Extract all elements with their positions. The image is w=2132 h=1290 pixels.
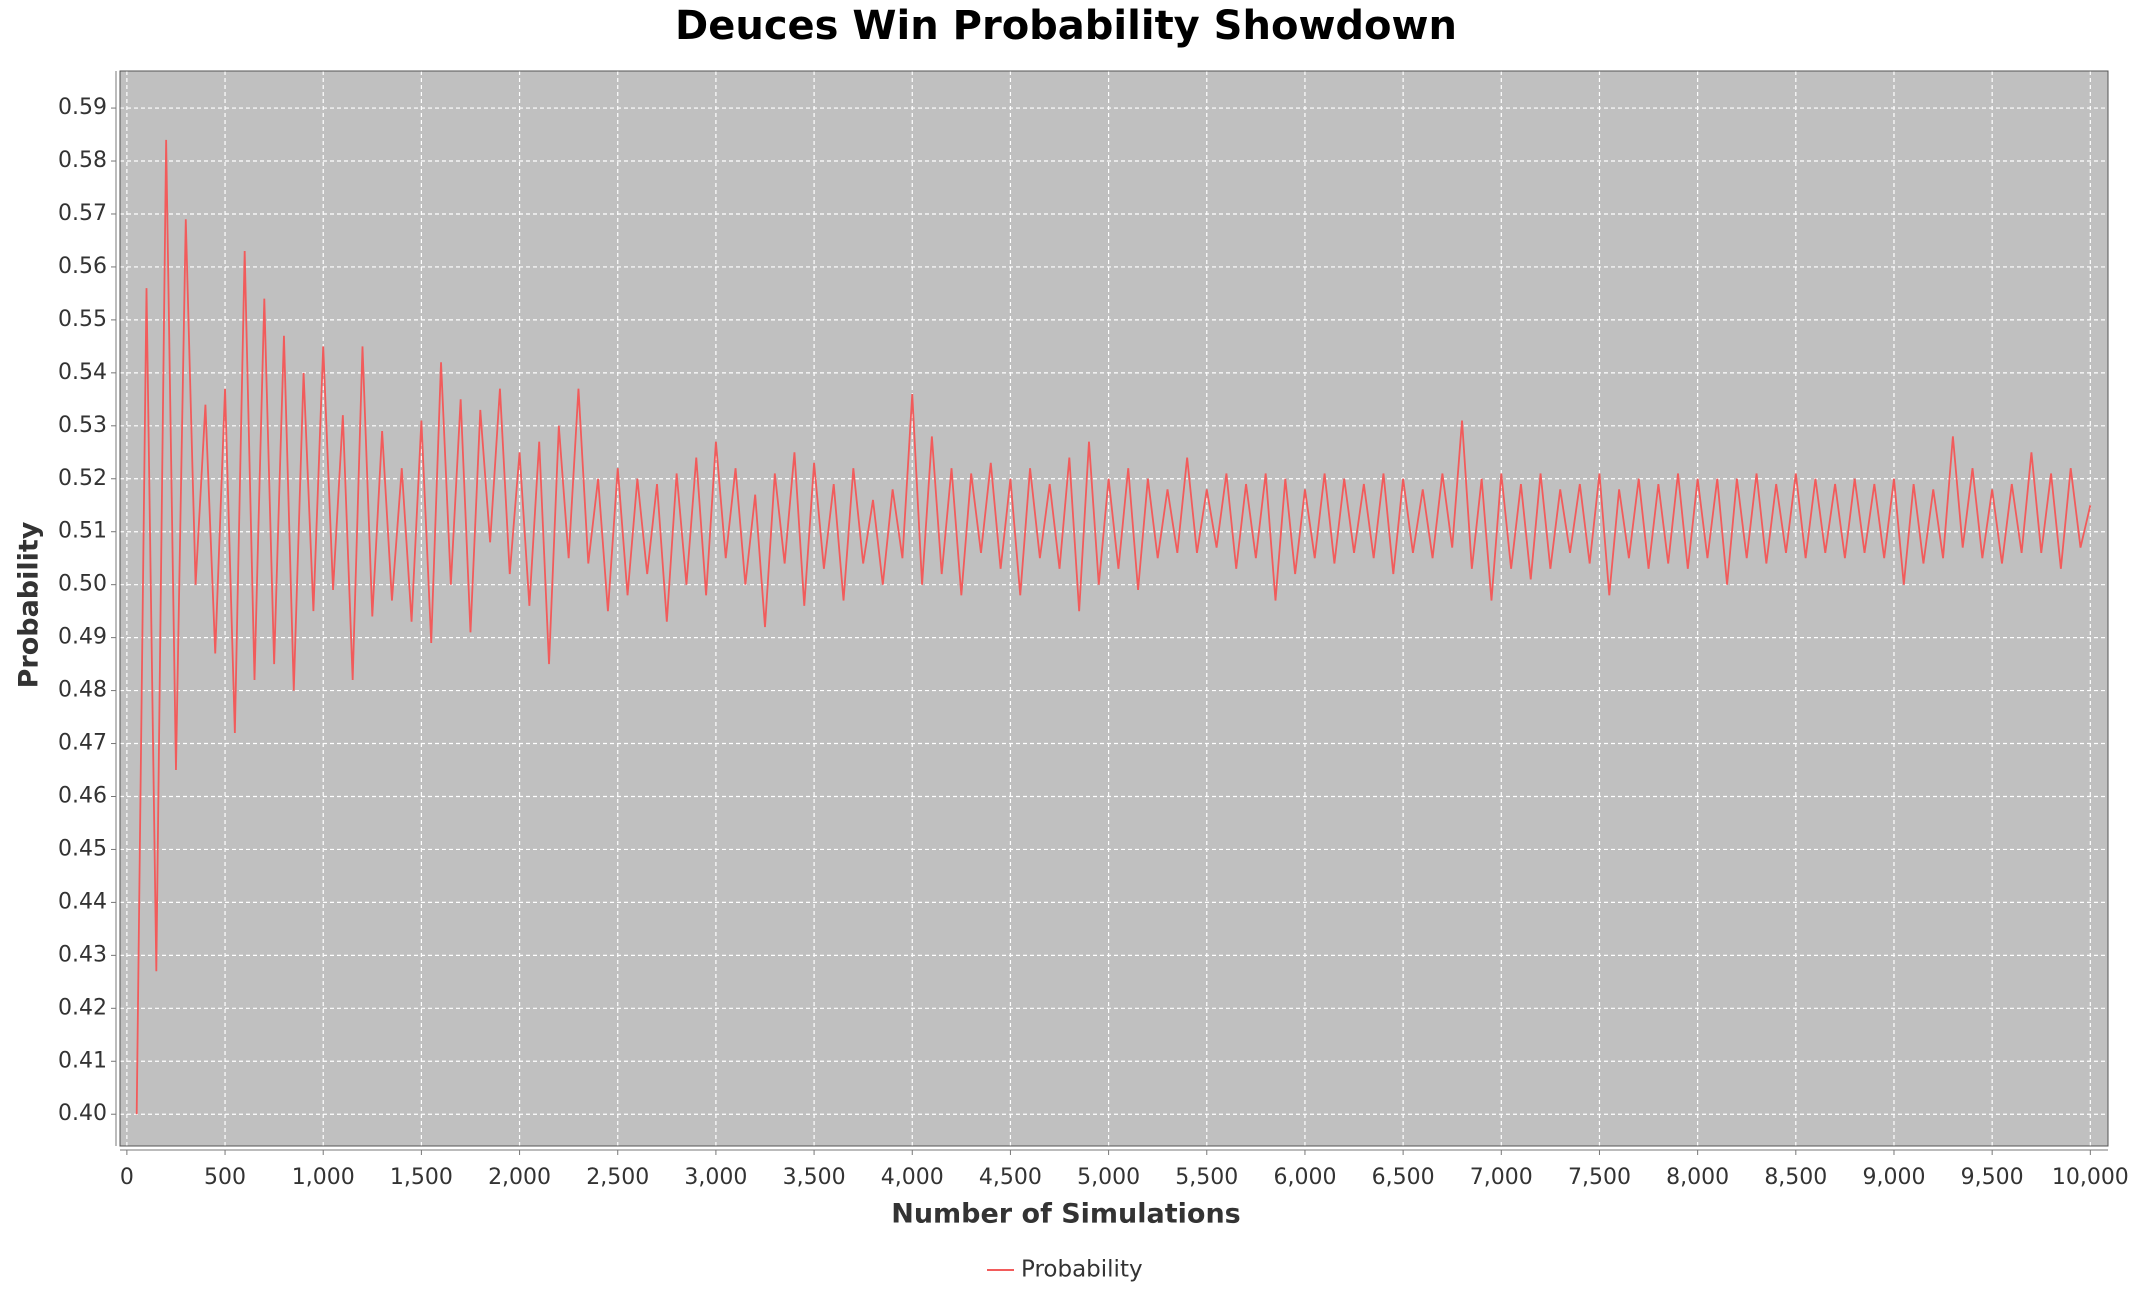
x-axis-label: Number of Simulations: [891, 1199, 1241, 1230]
chart-title: Deuces Win Probability Showdown: [675, 3, 1457, 49]
y-tick-label: 0.50: [58, 572, 107, 597]
x-tick-label: 5,000: [1077, 1165, 1140, 1190]
y-tick-label: 0.44: [58, 889, 107, 914]
x-tick-label: 8,500: [1764, 1165, 1827, 1190]
x-tick-label: 8,000: [1666, 1165, 1729, 1190]
x-tick-label: 4,500: [979, 1165, 1042, 1190]
plot-border: [119, 70, 2109, 1147]
legend-label: Probability: [1021, 1257, 1143, 1283]
y-tick-label: 0.57: [58, 201, 107, 226]
x-tick-label: 1,000: [292, 1165, 355, 1190]
y-tick-label: 0.40: [58, 1101, 107, 1126]
plot-area: [120, 71, 2108, 1146]
x-tick-label: 500: [204, 1165, 246, 1190]
y-tick-label: 0.45: [58, 836, 107, 861]
x-tick-label: 9,500: [1961, 1165, 2024, 1190]
y-tick-label: 0.56: [58, 254, 107, 279]
y-tick-label: 0.42: [58, 995, 107, 1020]
y-tick-label: 0.53: [58, 413, 107, 438]
y-tick-label: 0.49: [58, 625, 107, 650]
y-tick-label: 0.59: [58, 95, 107, 120]
y-axis-label: Probability: [14, 521, 45, 688]
x-tick-label: 7,500: [1568, 1165, 1631, 1190]
y-tick-label: 0.47: [58, 731, 107, 756]
x-tick-label: 6,500: [1372, 1165, 1435, 1190]
y-tick-label: 0.55: [58, 307, 107, 332]
y-tick-label: 0.54: [58, 360, 107, 385]
y-tick-label: 0.41: [58, 1048, 107, 1073]
x-tick-label: 3,500: [783, 1165, 846, 1190]
x-tick-label: 1,500: [390, 1165, 453, 1190]
y-tick-label: 0.43: [58, 942, 107, 967]
y-tick-label: 0.48: [58, 678, 107, 703]
x-tick-label: 7,000: [1470, 1165, 1533, 1190]
y-tick-label: 0.46: [58, 783, 107, 808]
y-tick-label: 0.51: [58, 519, 107, 544]
x-tick-label: 9,000: [1862, 1165, 1925, 1190]
x-tick-label: 10,000: [2052, 1165, 2129, 1190]
x-tick-label: 2,000: [488, 1165, 551, 1190]
x-tick-label: 6,000: [1273, 1165, 1336, 1190]
x-tick-label: 3,000: [684, 1165, 747, 1190]
y-tick-label: 0.58: [58, 148, 107, 173]
x-tick-label: 0: [120, 1165, 134, 1190]
x-tick-label: 5,500: [1175, 1165, 1238, 1190]
data-line: [135, 139, 2092, 1115]
y-tick-label: 0.52: [58, 466, 107, 491]
x-tick-label: 2,500: [586, 1165, 649, 1190]
x-tick-label: 4,000: [881, 1165, 944, 1190]
